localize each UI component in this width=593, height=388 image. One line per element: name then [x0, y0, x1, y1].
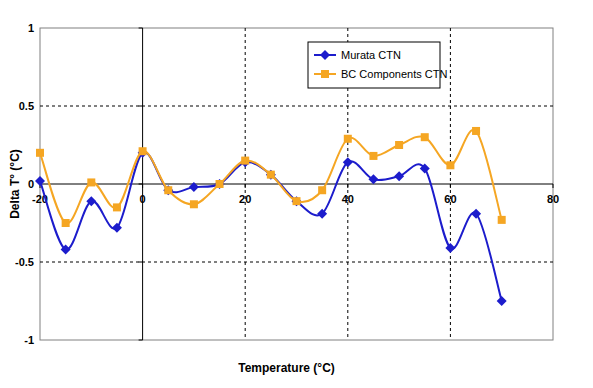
series-marker: [471, 209, 481, 219]
series-marker: [189, 182, 199, 192]
x-tick: [553, 184, 554, 188]
y-tick: [139, 28, 143, 29]
y-tick: [139, 184, 143, 185]
legend-box: [308, 42, 440, 88]
series-marker: [368, 174, 378, 184]
series-marker: [293, 197, 301, 205]
plot-area: [35, 127, 507, 306]
x-tick-label: 0: [140, 193, 146, 205]
series-marker: [86, 196, 96, 206]
y-tick-label: 0.5: [19, 100, 34, 112]
series-marker: [343, 157, 353, 167]
series-marker: [318, 186, 326, 194]
series-marker: [216, 180, 224, 188]
y-tick: [139, 262, 143, 263]
y-tick: [139, 106, 143, 107]
grid-line: [40, 262, 553, 263]
legend-marker: [321, 70, 329, 78]
series-marker: [190, 200, 198, 208]
series-marker: [61, 245, 71, 255]
x-axis: [40, 184, 553, 185]
series-marker: [112, 223, 122, 233]
x-tick: [347, 184, 348, 188]
legend-label: BC Components CTN: [341, 68, 447, 80]
legend-marker: [320, 50, 330, 60]
series-marker: [35, 176, 45, 186]
x-tick: [450, 184, 451, 188]
series-line: [40, 152, 502, 301]
series-marker: [139, 147, 147, 155]
series-marker: [164, 186, 172, 194]
grid-line: [245, 28, 246, 340]
y-tick: [139, 340, 143, 341]
x-tick-label: 40: [342, 193, 354, 205]
y-tick-label: -1: [24, 334, 34, 346]
series-marker: [369, 152, 377, 160]
series-marker: [267, 171, 275, 179]
series-marker: [240, 157, 250, 167]
x-tick-label: 60: [444, 193, 456, 205]
series-marker: [215, 179, 225, 189]
series-marker: [395, 141, 403, 149]
legend: Murata CTN BC Components CTN: [308, 42, 447, 88]
series-marker: [420, 163, 430, 173]
series-marker: [62, 219, 70, 227]
y-axis-title: Delta T° (°C): [8, 149, 22, 219]
grid-line: [40, 106, 553, 107]
series-marker: [446, 161, 454, 169]
series-marker: [113, 203, 121, 211]
x-tick-label: 80: [547, 193, 559, 205]
series-marker: [87, 178, 95, 186]
series-marker: [394, 171, 404, 181]
x-tick-label: 20: [239, 193, 251, 205]
series-marker: [344, 135, 352, 143]
series-marker: [498, 216, 506, 224]
series-marker: [163, 185, 173, 195]
grid-line: [450, 28, 451, 340]
series-line: [40, 130, 502, 224]
series-marker: [472, 127, 480, 135]
y-tick-label: 1: [28, 22, 34, 34]
y-tick-label: -0.5: [15, 256, 34, 268]
series-marker: [421, 133, 429, 141]
x-axis-title: Temperature (°C): [238, 361, 335, 375]
series-marker: [445, 243, 455, 253]
background: [0, 0, 593, 388]
y-tick-label: 0: [28, 178, 34, 190]
series-marker: [292, 196, 302, 206]
series-marker: [36, 149, 44, 157]
series-marker: [241, 157, 249, 165]
legend-label: Murata CTN: [341, 49, 401, 61]
series-marker: [497, 296, 507, 306]
plot-frame: [40, 28, 553, 340]
x-tick: [142, 184, 143, 188]
chart: -20020406080-1-0.500.51Temperature (°C)D…: [0, 0, 593, 388]
series-marker: [317, 209, 327, 219]
series-marker: [266, 170, 276, 180]
x-tick: [245, 184, 246, 188]
